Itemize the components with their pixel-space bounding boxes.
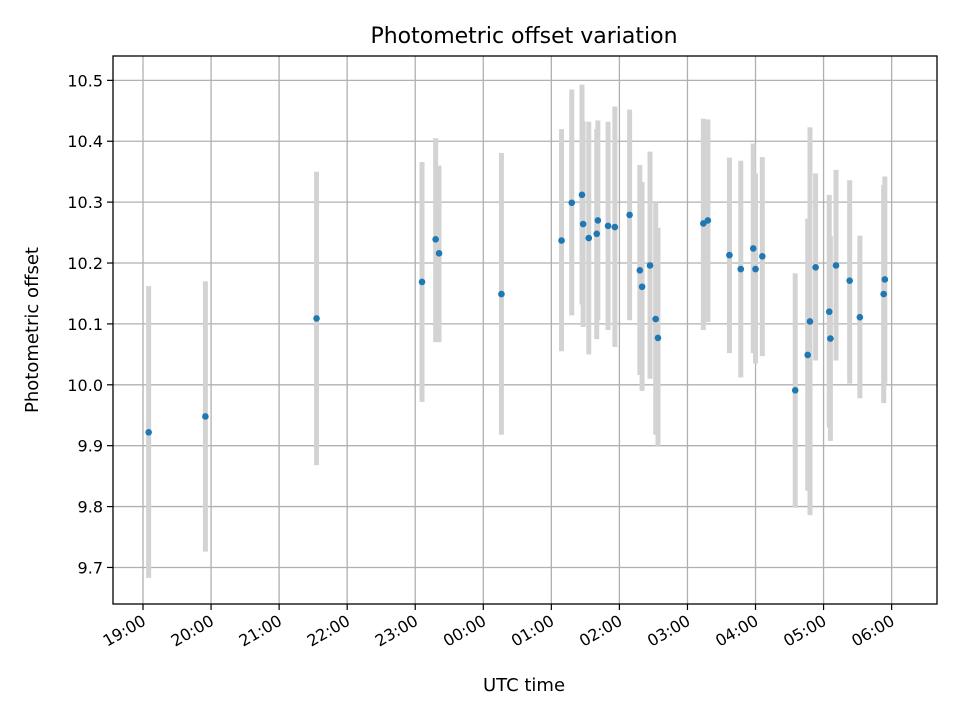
- x-tick-label: 05:00: [780, 611, 829, 651]
- data-point: [752, 265, 759, 273]
- data-point: [825, 308, 833, 316]
- data-point: [435, 249, 443, 257]
- y-tick-label: 9.7: [78, 558, 103, 577]
- data-point: [812, 263, 819, 271]
- data-point: [749, 245, 757, 252]
- y-tick-label: 10.3: [67, 193, 103, 212]
- x-tick-label: 02:00: [576, 611, 625, 651]
- x-tick-label: 00:00: [440, 611, 489, 651]
- data-point: [578, 191, 586, 199]
- data-point: [654, 334, 662, 342]
- data-point: [594, 217, 602, 224]
- x-tick-label: 03:00: [644, 611, 693, 651]
- data-point: [646, 262, 654, 269]
- data-point: [638, 283, 646, 291]
- y-tick-label: 10.4: [67, 132, 103, 151]
- y-tick-label: 10.0: [67, 376, 103, 395]
- data-points: [145, 191, 889, 436]
- chart-title: Photometric offset variation: [370, 24, 677, 49]
- data-point: [604, 222, 612, 230]
- data-point: [432, 235, 439, 243]
- data-point: [804, 351, 811, 359]
- error-bars: [146, 84, 888, 578]
- data-point: [652, 315, 659, 323]
- x-tick-label: 21:00: [236, 611, 285, 651]
- data-point: [726, 251, 733, 259]
- data-point: [418, 278, 426, 286]
- y-tick-label: 9.9: [78, 437, 103, 456]
- y-axis-label: Photometric offset: [22, 247, 43, 413]
- x-axis-label: UTC time: [483, 675, 565, 696]
- x-tick-label: 23:00: [372, 611, 421, 651]
- data-point: [791, 386, 799, 394]
- data-point: [145, 428, 152, 436]
- data-point: [313, 315, 320, 322]
- x-tick-label: 06:00: [848, 611, 897, 651]
- x-tick-label: 22:00: [304, 611, 353, 651]
- x-tick-label: 01:00: [508, 611, 557, 651]
- data-point: [880, 290, 887, 298]
- data-point: [593, 230, 601, 238]
- x-tick-label: 04:00: [712, 611, 761, 651]
- data-point: [585, 234, 593, 242]
- data-point: [611, 223, 619, 231]
- y-axis-ticks: 9.7 9.8 9.9 10.0 10.1 10.2 10.3 10.4 10.5: [67, 71, 113, 577]
- y-tick-label: 10.2: [67, 254, 103, 273]
- data-point: [498, 290, 505, 298]
- data-point: [704, 217, 712, 224]
- data-point: [626, 211, 633, 219]
- y-tick-label: 10.5: [67, 71, 103, 90]
- data-point: [202, 413, 209, 420]
- data-point: [827, 335, 834, 342]
- x-axis-ticks: 19:00 20:00 21:00 22:00 23:00 00:00 01:00 02:00…: [100, 604, 898, 651]
- plot-frame: [112, 55, 938, 605]
- data-point: [759, 253, 766, 260]
- x-tick-label: 19:00: [100, 611, 149, 651]
- data-point: [856, 313, 864, 321]
- data-point: [579, 220, 587, 228]
- data-point: [568, 199, 576, 207]
- data-point: [832, 262, 840, 269]
- x-tick-label: 20:00: [168, 611, 217, 651]
- data-point: [881, 276, 889, 283]
- data-point: [558, 237, 565, 244]
- data-point: [806, 318, 814, 325]
- data-point: [846, 277, 853, 284]
- y-tick-label: 10.1: [67, 315, 103, 334]
- data-point: [636, 267, 644, 274]
- data-point: [737, 265, 745, 273]
- grid-lines: [113, 56, 937, 604]
- y-tick-label: 9.8: [78, 498, 103, 517]
